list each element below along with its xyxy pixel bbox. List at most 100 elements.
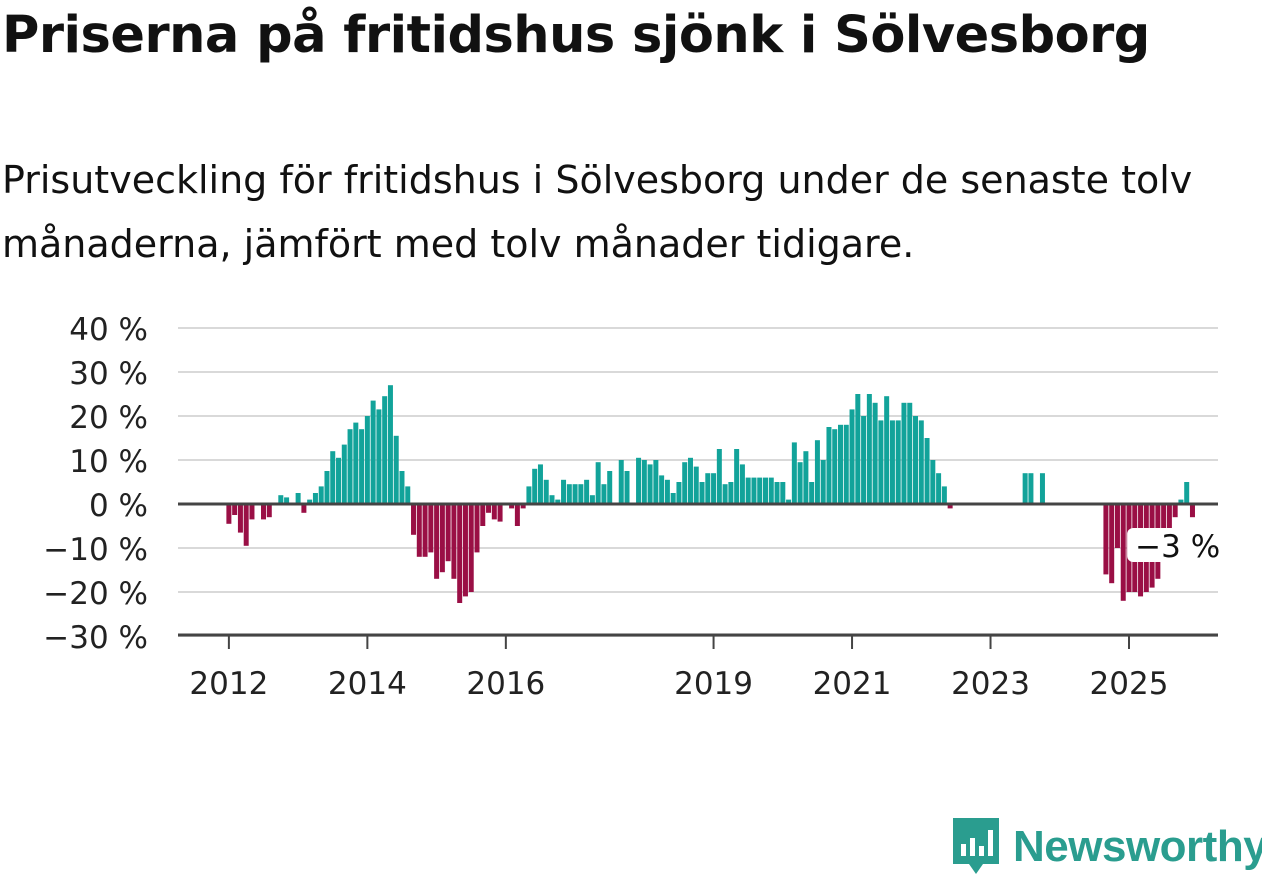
bar [595,462,601,504]
bar [601,484,607,504]
bar [687,457,693,504]
bar [249,504,255,520]
bar [555,499,561,504]
bar [814,440,820,504]
bar [434,504,440,579]
bar [913,416,919,504]
bar [341,444,347,504]
bar [641,460,647,504]
bar [757,477,763,504]
bar [278,495,284,504]
bar [307,499,313,504]
bar [1189,504,1195,518]
bar [1184,482,1190,504]
bar [786,499,792,504]
x-tick-label: 2012 [189,666,268,702]
bar [895,420,901,504]
bar [405,486,411,504]
bar [584,479,590,504]
bar [889,420,895,504]
bar [751,477,757,504]
bar [739,464,745,504]
y-tick-label: 40 % [69,312,148,348]
bar [843,424,849,504]
bar [480,504,486,526]
bar [382,396,388,504]
bar [1103,504,1109,575]
bar [936,473,942,504]
bar [474,504,480,553]
bar [653,460,659,504]
x-tick-label: 2014 [328,666,407,702]
bar [716,449,722,504]
bar [768,477,774,504]
bar [918,420,924,504]
bar [664,479,670,504]
bar [1166,504,1172,531]
bar [572,484,578,504]
bar [734,449,740,504]
bar [711,473,717,504]
bar [347,429,353,504]
chart-title: Priserna på fritidshus sjönk i Sölvesbor… [2,6,1150,65]
bar [1109,504,1115,584]
bar [411,504,417,535]
bar [878,420,884,504]
bar [636,457,642,504]
y-tick-label: 10 % [69,444,148,480]
y-tick-label: 30 % [69,356,148,392]
bar [1120,504,1126,601]
y-tick-label: 20 % [69,400,148,436]
bar [237,504,243,533]
bar [930,460,936,504]
bar [226,504,232,524]
bar [526,486,532,504]
bar [520,504,526,509]
bar [705,473,711,504]
bar [439,504,445,573]
bar [809,482,815,504]
bar [832,429,838,504]
bar [607,471,613,504]
bar [861,416,867,504]
bar [1172,504,1178,518]
bar [232,504,238,515]
brand-logo: Newsworthy [951,818,1262,876]
bar [693,466,699,504]
bar [947,504,953,509]
bar [820,460,826,504]
bar [797,462,803,504]
bar [387,385,393,504]
bar [336,457,342,504]
bar [318,486,324,504]
y-tick-label: −10 % [43,532,148,568]
x-tick-label: 2019 [674,666,753,702]
bar [364,416,370,504]
x-tick-label: 2021 [813,666,892,702]
bar [537,464,543,504]
bar [589,495,595,504]
bar [1028,473,1034,504]
bar [445,504,451,562]
bar [462,504,468,597]
newsworthy-logo-icon [953,818,999,874]
bar [486,504,492,513]
bar [509,504,515,509]
bar [549,495,555,504]
bar [682,462,688,504]
bar [514,504,520,526]
brand-name: Newsworthy [1013,822,1262,871]
bar [849,409,855,504]
bar [457,504,463,603]
bar [353,422,359,504]
bar [722,484,728,504]
bar [745,477,751,504]
bar [451,504,457,579]
bar [566,484,572,504]
bar [243,504,249,546]
bar [497,504,503,522]
bar [670,493,676,504]
bar [301,504,307,513]
x-tick-label: 2016 [466,666,545,702]
